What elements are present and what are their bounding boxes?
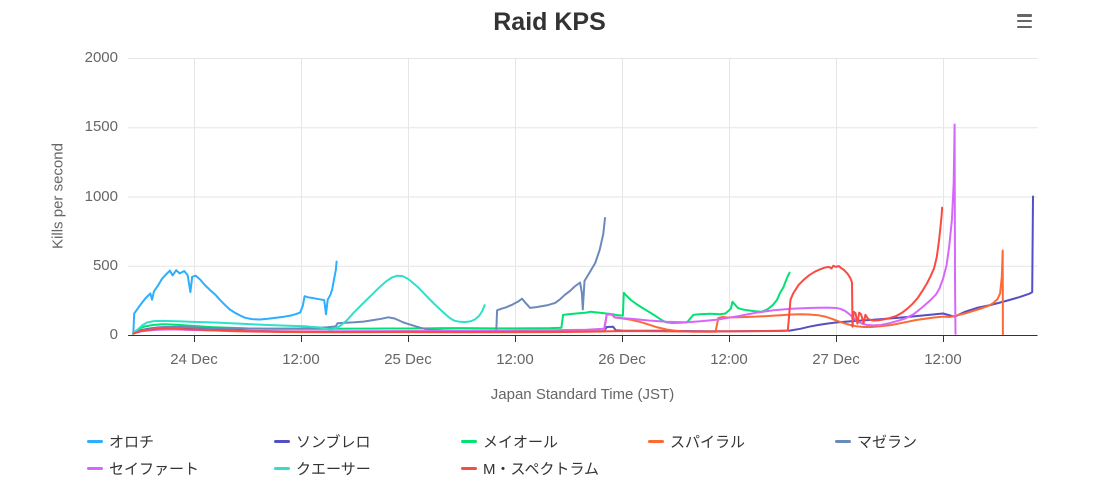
y-axis-label: 1500 <box>84 118 118 136</box>
legend-item-sombrero[interactable]: ソンブレロ <box>274 428 461 455</box>
y-axis-label: 0 <box>109 326 118 343</box>
legend-item-spiral[interactable]: スパイラル <box>648 428 835 455</box>
legend-item-magellan[interactable]: マゼラン <box>835 428 1022 455</box>
legend-label: オロチ <box>109 434 155 451</box>
export-menu-button[interactable] <box>1010 8 1038 34</box>
y-axis-label: 1000 <box>84 187 118 205</box>
series-path-seyfert[interactable] <box>132 123 957 335</box>
legend-label: クエーサー <box>296 461 371 478</box>
legend-item-quasar[interactable]: クエーサー <box>274 455 461 482</box>
series-path-magellan[interactable] <box>132 217 606 335</box>
y-axis-label: 500 <box>92 256 118 274</box>
legend-item-mayall[interactable]: メイオール <box>461 428 648 455</box>
legend-line-icon <box>461 467 477 470</box>
legend-line-icon <box>87 467 103 470</box>
x-axis-title: Japan Standard Time (JST) <box>490 386 675 403</box>
plot-area <box>128 58 1038 342</box>
x-axis-label: 26 Dec <box>598 351 646 368</box>
legend-line-icon <box>461 440 477 443</box>
legend-item-m-spectrum[interactable]: M・スペクトラム <box>461 455 648 482</box>
y-axis-label: 2000 <box>84 49 118 66</box>
legend-line-icon <box>648 440 664 443</box>
legend: オロチ ソンブレロ メイオール スパイラル マゼランセイファート クエーサー M・スペクトラ… <box>87 428 1027 482</box>
legend-label: マゼラン <box>857 434 918 451</box>
x-axis-label: 12:00 <box>496 351 534 368</box>
legend-label: セイファート <box>109 461 200 478</box>
series-path-orochi[interactable] <box>132 260 338 335</box>
legend-item-orochi[interactable]: オロチ <box>87 428 274 455</box>
legend-label: M・スペクトラム <box>483 461 599 478</box>
x-axis-label: 27 Dec <box>812 351 860 368</box>
legend-line-icon <box>274 440 290 443</box>
legend-line-icon <box>274 467 290 470</box>
legend-line-icon <box>87 440 103 443</box>
x-axis-label: 12:00 <box>924 351 962 368</box>
series-path-m-spectrum[interactable] <box>132 206 944 335</box>
legend-label: メイオール <box>483 434 559 451</box>
legend-item-seyfert[interactable]: セイファート <box>87 455 274 482</box>
legend-label: ソンブレロ <box>296 434 371 451</box>
legend-label: スパイラル <box>670 434 746 451</box>
hamburger-icon <box>1016 14 1032 28</box>
legend-line-icon <box>835 440 851 443</box>
x-axis-label: 12:00 <box>282 351 320 368</box>
x-axis-label: 24 Dec <box>170 351 218 368</box>
x-axis-label: 12:00 <box>710 351 748 368</box>
x-axis-label: 25 Dec <box>384 351 432 368</box>
chart-title: Raid KPS <box>493 8 606 36</box>
series-path-quasar[interactable] <box>132 274 486 334</box>
y-axis-title: Kills per second <box>49 143 67 249</box>
